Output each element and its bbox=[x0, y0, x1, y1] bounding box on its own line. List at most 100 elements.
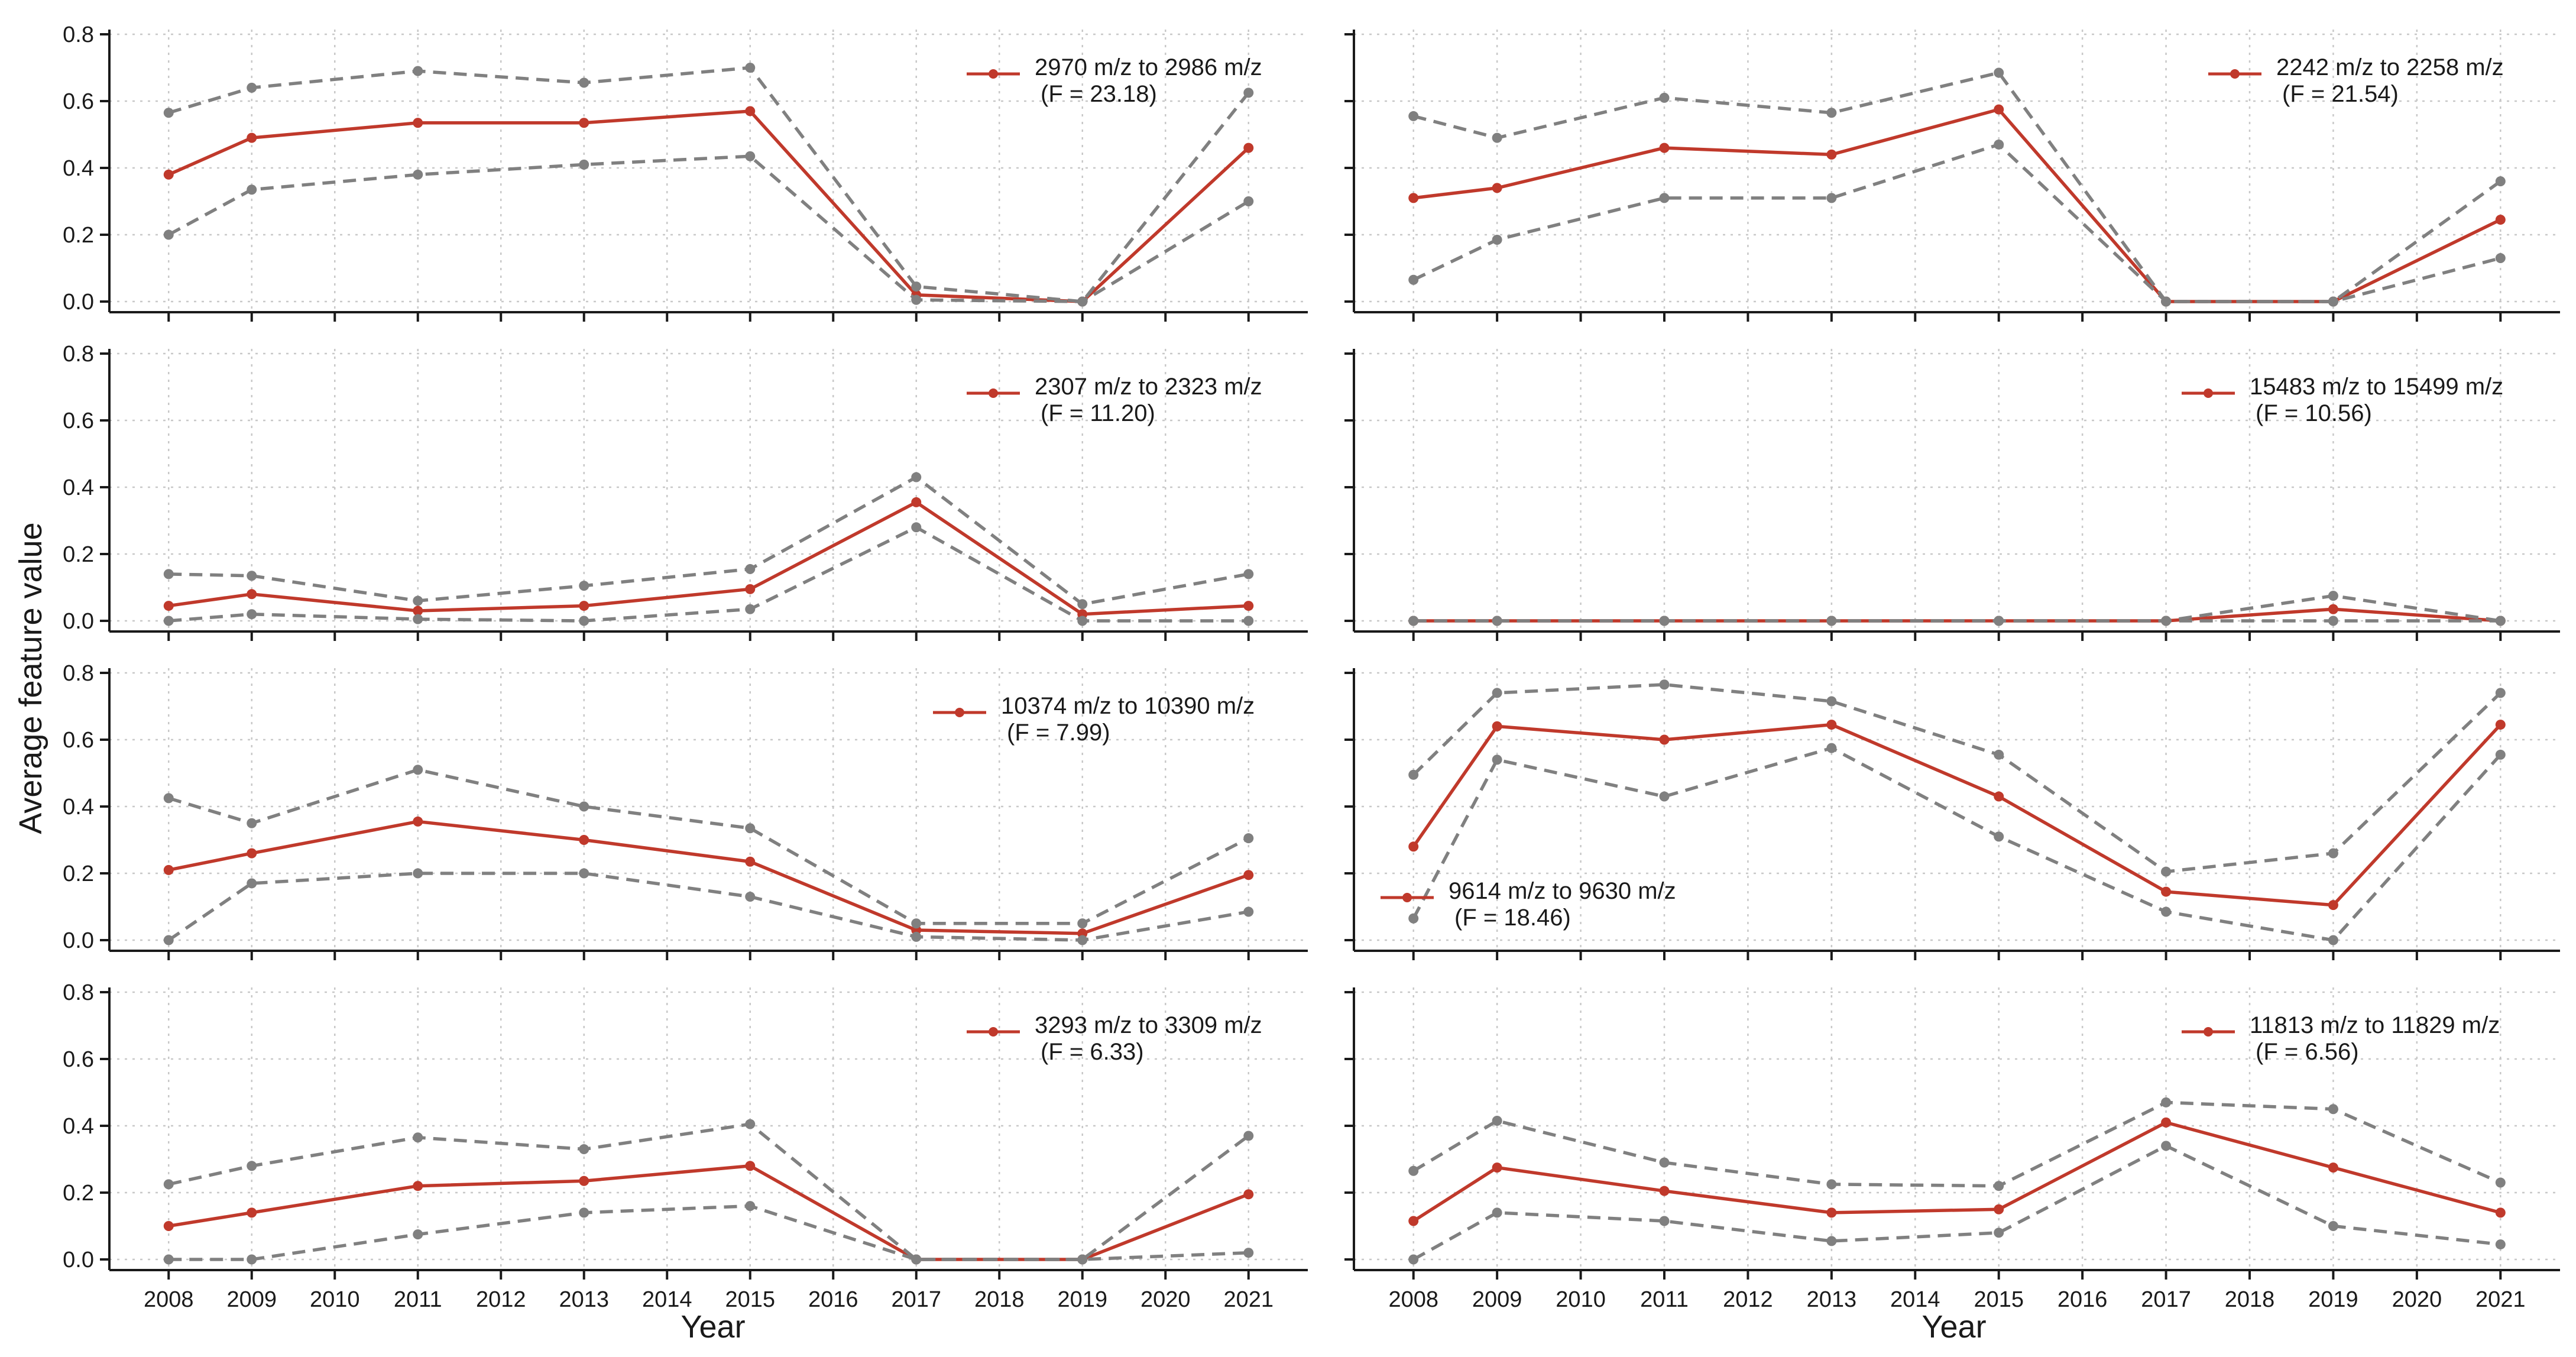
data-point-upper bbox=[1492, 1116, 1502, 1126]
legend-marker bbox=[989, 388, 998, 398]
data-point-lower bbox=[247, 184, 257, 195]
series-line-lower bbox=[167, 872, 1249, 942]
data-point-lower bbox=[2161, 616, 2172, 626]
data-point-mean bbox=[247, 1207, 257, 1218]
panel-5: 0.0 0.2 0.4 0.6 0.8 10374 m/z to 10390 m/z(F … bbox=[63, 661, 1308, 960]
x-axis-title-right: Year bbox=[1922, 1309, 1986, 1345]
data-point-upper bbox=[1408, 1165, 1419, 1176]
y-tick-label: 0.8 bbox=[63, 980, 94, 1005]
data-point-mean bbox=[579, 601, 589, 611]
data-point-lower bbox=[2495, 749, 2506, 760]
data-point-lower bbox=[1659, 616, 1670, 626]
data-point-lower bbox=[2328, 296, 2338, 307]
x-tick-label: 2019 bbox=[1057, 1287, 1107, 1312]
data-point-mean bbox=[579, 118, 589, 128]
x-tick-label: 2015 bbox=[725, 1287, 775, 1312]
panel-8: 2008 2009 2010 2011 2012 2013 2014 2015 2016 2017… bbox=[1344, 987, 2560, 1312]
x-tick-label: 2015 bbox=[1974, 1287, 2024, 1312]
data-point-upper bbox=[1492, 132, 1502, 143]
data-point-lower bbox=[1408, 913, 1419, 924]
data-point-upper bbox=[163, 793, 174, 804]
data-point-upper bbox=[247, 1161, 257, 1171]
data-point-lower bbox=[247, 609, 257, 620]
data-point-upper bbox=[1659, 1157, 1670, 1168]
panel-1: 0.0 0.2 0.4 0.6 0.8 2970 m/z to 2986 m/z(F = … bbox=[63, 22, 1308, 322]
data-point-lower bbox=[2495, 253, 2506, 264]
data-point-upper bbox=[1826, 696, 1837, 707]
data-point-lower bbox=[911, 1254, 922, 1265]
data-point-mean bbox=[579, 1175, 589, 1186]
data-point-upper bbox=[1659, 92, 1670, 103]
legend-label: 15483 m/z to 15499 m/z bbox=[2250, 374, 2503, 400]
data-point-lower bbox=[911, 931, 922, 942]
data-point-upper bbox=[579, 1144, 589, 1155]
data-point-upper bbox=[2495, 176, 2506, 187]
data-point-upper bbox=[1994, 1181, 2004, 1191]
data-point-lower bbox=[1492, 754, 1502, 765]
data-point-lower bbox=[1077, 1254, 1088, 1265]
data-point-lower bbox=[1492, 234, 1502, 245]
data-point-lower bbox=[1077, 935, 1088, 945]
data-point-upper bbox=[745, 563, 756, 574]
x-tick-label: 2010 bbox=[1556, 1287, 1606, 1312]
x-tick-label: 2010 bbox=[310, 1287, 360, 1312]
x-tick-label: 2018 bbox=[2225, 1287, 2275, 1312]
data-point-upper bbox=[2495, 688, 2506, 698]
x-tick-label: 2013 bbox=[1807, 1287, 1857, 1312]
y-tick-label: 0.6 bbox=[63, 409, 94, 433]
series-line-mean bbox=[168, 500, 1249, 616]
data-point-mean bbox=[247, 589, 257, 600]
data-point-upper bbox=[1243, 833, 1254, 844]
data-point-mean bbox=[2328, 604, 2338, 614]
data-point-lower bbox=[745, 604, 756, 614]
data-point-upper bbox=[2328, 1104, 2338, 1115]
data-point-lower bbox=[911, 294, 922, 305]
data-point-mean bbox=[1243, 1189, 1254, 1200]
legend-f-value: (F = 18.46) bbox=[1454, 905, 1571, 931]
data-point-lower bbox=[1408, 1254, 1419, 1265]
series-line-mean bbox=[168, 820, 1249, 935]
y-tick-label: 0.6 bbox=[63, 1047, 94, 1072]
data-point-upper bbox=[579, 801, 589, 812]
data-point-mean bbox=[163, 864, 174, 875]
y-tick-label: 0.4 bbox=[63, 795, 94, 820]
legend-label: 3293 m/z to 3309 m/z bbox=[1035, 1012, 1262, 1038]
data-point-mean bbox=[163, 601, 174, 611]
x-tick-label: 2018 bbox=[974, 1287, 1025, 1312]
x-tick-label: 2012 bbox=[476, 1287, 526, 1312]
data-point-mean bbox=[413, 605, 423, 616]
data-point-upper bbox=[911, 918, 922, 929]
panel-3: 0.0 0.2 0.4 0.6 0.8 2307 m/z to 2323 m/z(F = … bbox=[63, 342, 1308, 641]
data-point-lower bbox=[579, 616, 589, 626]
data-point-lower bbox=[1659, 193, 1670, 203]
data-point-upper bbox=[247, 818, 257, 828]
data-point-lower bbox=[1408, 616, 1419, 626]
data-point-upper bbox=[911, 472, 922, 482]
legend-marker bbox=[2230, 69, 2240, 79]
data-point-mean bbox=[2161, 1117, 2172, 1128]
data-point-upper bbox=[2328, 848, 2338, 859]
data-point-upper bbox=[163, 1179, 174, 1190]
data-point-mean bbox=[745, 106, 756, 116]
data-point-mean bbox=[163, 169, 174, 180]
data-point-lower bbox=[2161, 1141, 2172, 1151]
data-point-mean bbox=[1408, 193, 1419, 203]
legend-marker bbox=[1402, 893, 1412, 902]
data-point-upper bbox=[163, 108, 174, 118]
data-point-mean bbox=[1243, 870, 1254, 880]
legend-marker bbox=[2204, 388, 2213, 398]
data-point-mean bbox=[247, 848, 257, 859]
data-point-lower bbox=[1077, 296, 1088, 307]
y-tick-label: 0.0 bbox=[63, 1248, 94, 1272]
data-point-lower bbox=[163, 616, 174, 626]
data-point-lower bbox=[2328, 1221, 2338, 1231]
legend-f-value: (F = 21.54) bbox=[2282, 81, 2399, 107]
series-line-mean bbox=[1412, 723, 2502, 907]
data-point-mean bbox=[1243, 142, 1254, 153]
y-tick-label: 0.4 bbox=[63, 1114, 94, 1139]
data-point-mean bbox=[1492, 183, 1502, 193]
y-tick-label: 0.2 bbox=[63, 1181, 94, 1206]
data-point-lower bbox=[1994, 831, 2004, 842]
data-point-lower bbox=[745, 151, 756, 161]
